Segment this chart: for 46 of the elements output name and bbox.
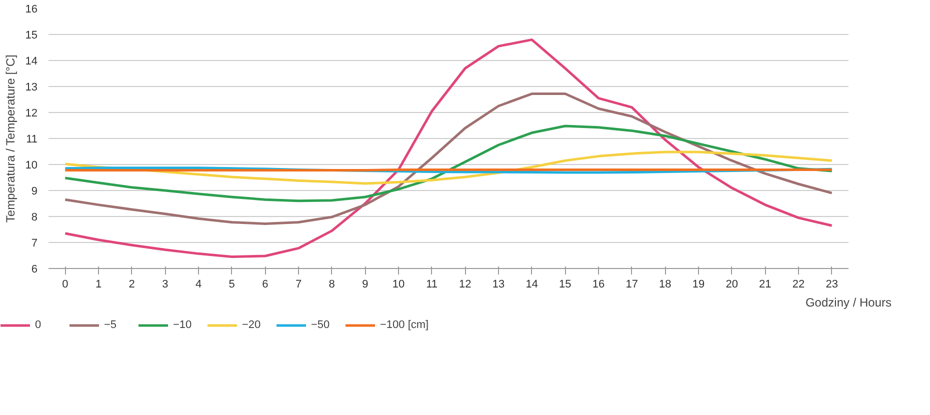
y-tick-label: 6: [31, 264, 38, 276]
x-tick-label: 5: [228, 278, 235, 290]
x-tick-label: 1: [95, 278, 102, 290]
legend-label: 0: [35, 319, 42, 331]
x-tick-label: 7: [295, 278, 302, 290]
x-tick-label: 9: [362, 278, 368, 290]
y-tick-label: 11: [26, 134, 38, 146]
y-tick-label: 13: [25, 82, 38, 94]
legend-label: −10: [173, 319, 193, 331]
x-tick-label: 16: [592, 278, 605, 290]
y-tick-label: 8: [31, 212, 38, 224]
y-axis-title: Temperatura / Temperature [°C]: [3, 54, 18, 223]
legend-label: −50: [311, 319, 331, 331]
x-tick-label: 19: [692, 278, 705, 290]
x-tick-label: 11: [426, 278, 438, 290]
y-tick-label: 16: [25, 4, 38, 16]
x-tick-label: 22: [792, 278, 805, 290]
x-tick-label: 4: [195, 278, 202, 290]
x-tick-label: 14: [526, 278, 538, 290]
line-series: [64, 38, 834, 258]
x-tick-label: 15: [559, 278, 572, 290]
legend-label: −100 [cm]: [380, 319, 429, 331]
x-tick-label: 6: [262, 278, 268, 290]
x-tick-label: 12: [459, 278, 472, 290]
x-tick-label: 3: [162, 278, 168, 290]
line-series: [64, 92, 834, 226]
y-tick-label: 7: [31, 238, 38, 250]
x-tick-label: 18: [659, 278, 672, 290]
x-tick-label: 10: [392, 278, 405, 290]
x-tick-label: 8: [328, 278, 335, 290]
x-tick-label: 2: [128, 278, 135, 290]
y-tick-label: 15: [25, 30, 38, 42]
x-tick-label: 23: [826, 278, 838, 290]
legend-label: −5: [104, 319, 118, 331]
y-tick-label: 14: [25, 56, 38, 68]
y-tick-label: 9: [31, 186, 38, 198]
y-tick-label: 12: [25, 108, 38, 120]
x-tick-label: 13: [492, 278, 505, 290]
x-tick-label: 17: [626, 278, 638, 290]
line-series: [64, 124, 834, 202]
x-tick-label: 0: [62, 278, 68, 290]
x-tick-label: 21: [759, 278, 772, 290]
legend-label: −20: [242, 319, 262, 331]
x-tick-label: 20: [726, 278, 738, 290]
x-axis-title: Godziny / Hours: [805, 296, 892, 310]
y-tick-label: 10: [25, 160, 38, 172]
